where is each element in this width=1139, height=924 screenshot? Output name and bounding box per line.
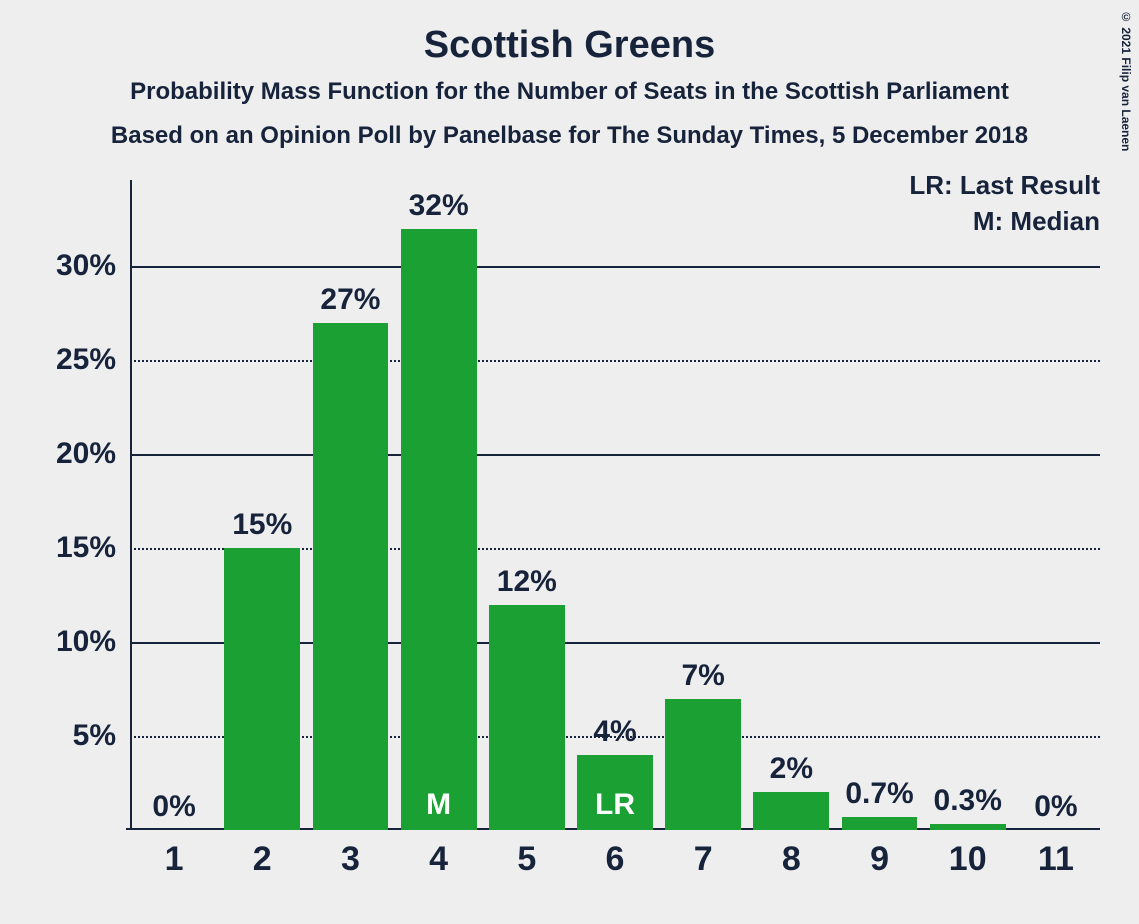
y-axis (130, 180, 132, 830)
chart-subtitle-1: Probability Mass Function for the Number… (0, 78, 1139, 106)
chart-plot-area: 5%10%15%20%25%30%LR: Last ResultM: Media… (130, 210, 1100, 830)
chart-title: Scottish Greens (0, 24, 1139, 67)
x-tick-label: 1 (165, 830, 184, 879)
bar (489, 605, 565, 830)
x-tick-label: 9 (870, 830, 889, 879)
bar (313, 323, 389, 830)
x-tick-label: 10 (949, 830, 987, 879)
bar-value-label: 2% (770, 752, 813, 786)
x-tick-label: 2 (253, 830, 272, 879)
x-tick-label: 7 (694, 830, 713, 879)
copyright-text: © 2021 Filip van Laenen (1119, 10, 1133, 151)
bar (224, 548, 300, 830)
chart-subtitle-2: Based on an Opinion Poll by Panelbase fo… (0, 122, 1139, 150)
bar (401, 229, 477, 830)
gridline-minor (130, 360, 1100, 362)
bar (753, 792, 829, 830)
y-tick-label: 15% (56, 531, 130, 565)
bar-value-label: 0.3% (934, 784, 1002, 818)
bar-value-label: 12% (497, 565, 557, 599)
bar (665, 699, 741, 831)
bar-value-label: 0% (152, 790, 195, 824)
bar-value-label: 15% (232, 508, 292, 542)
legend-last-result: LR: Last Result (909, 170, 1100, 201)
y-tick-label: 10% (56, 625, 130, 659)
y-tick-label: 20% (56, 437, 130, 471)
x-tick-label: 8 (782, 830, 801, 879)
bar-value-label: 0% (1034, 790, 1077, 824)
marker-last-result: LR (595, 788, 635, 822)
bar-value-label: 7% (681, 659, 724, 693)
x-tick-label: 6 (606, 830, 625, 879)
x-tick-label: 5 (517, 830, 536, 879)
bar-value-label: 4% (593, 715, 636, 749)
bar-value-label: 0.7% (845, 777, 913, 811)
bar (842, 817, 918, 830)
gridline-major (130, 266, 1100, 268)
y-tick-label: 25% (56, 343, 130, 377)
x-tick-label: 3 (341, 830, 360, 879)
legend-median: M: Median (973, 206, 1100, 237)
marker-median: M (426, 788, 451, 822)
y-tick-label: 5% (73, 719, 130, 753)
y-tick-label: 30% (56, 249, 130, 283)
bar-value-label: 32% (409, 189, 469, 223)
x-tick-label: 11 (1038, 830, 1074, 879)
gridline-major (130, 454, 1100, 456)
x-tick-label: 4 (429, 830, 448, 879)
bar-value-label: 27% (320, 283, 380, 317)
